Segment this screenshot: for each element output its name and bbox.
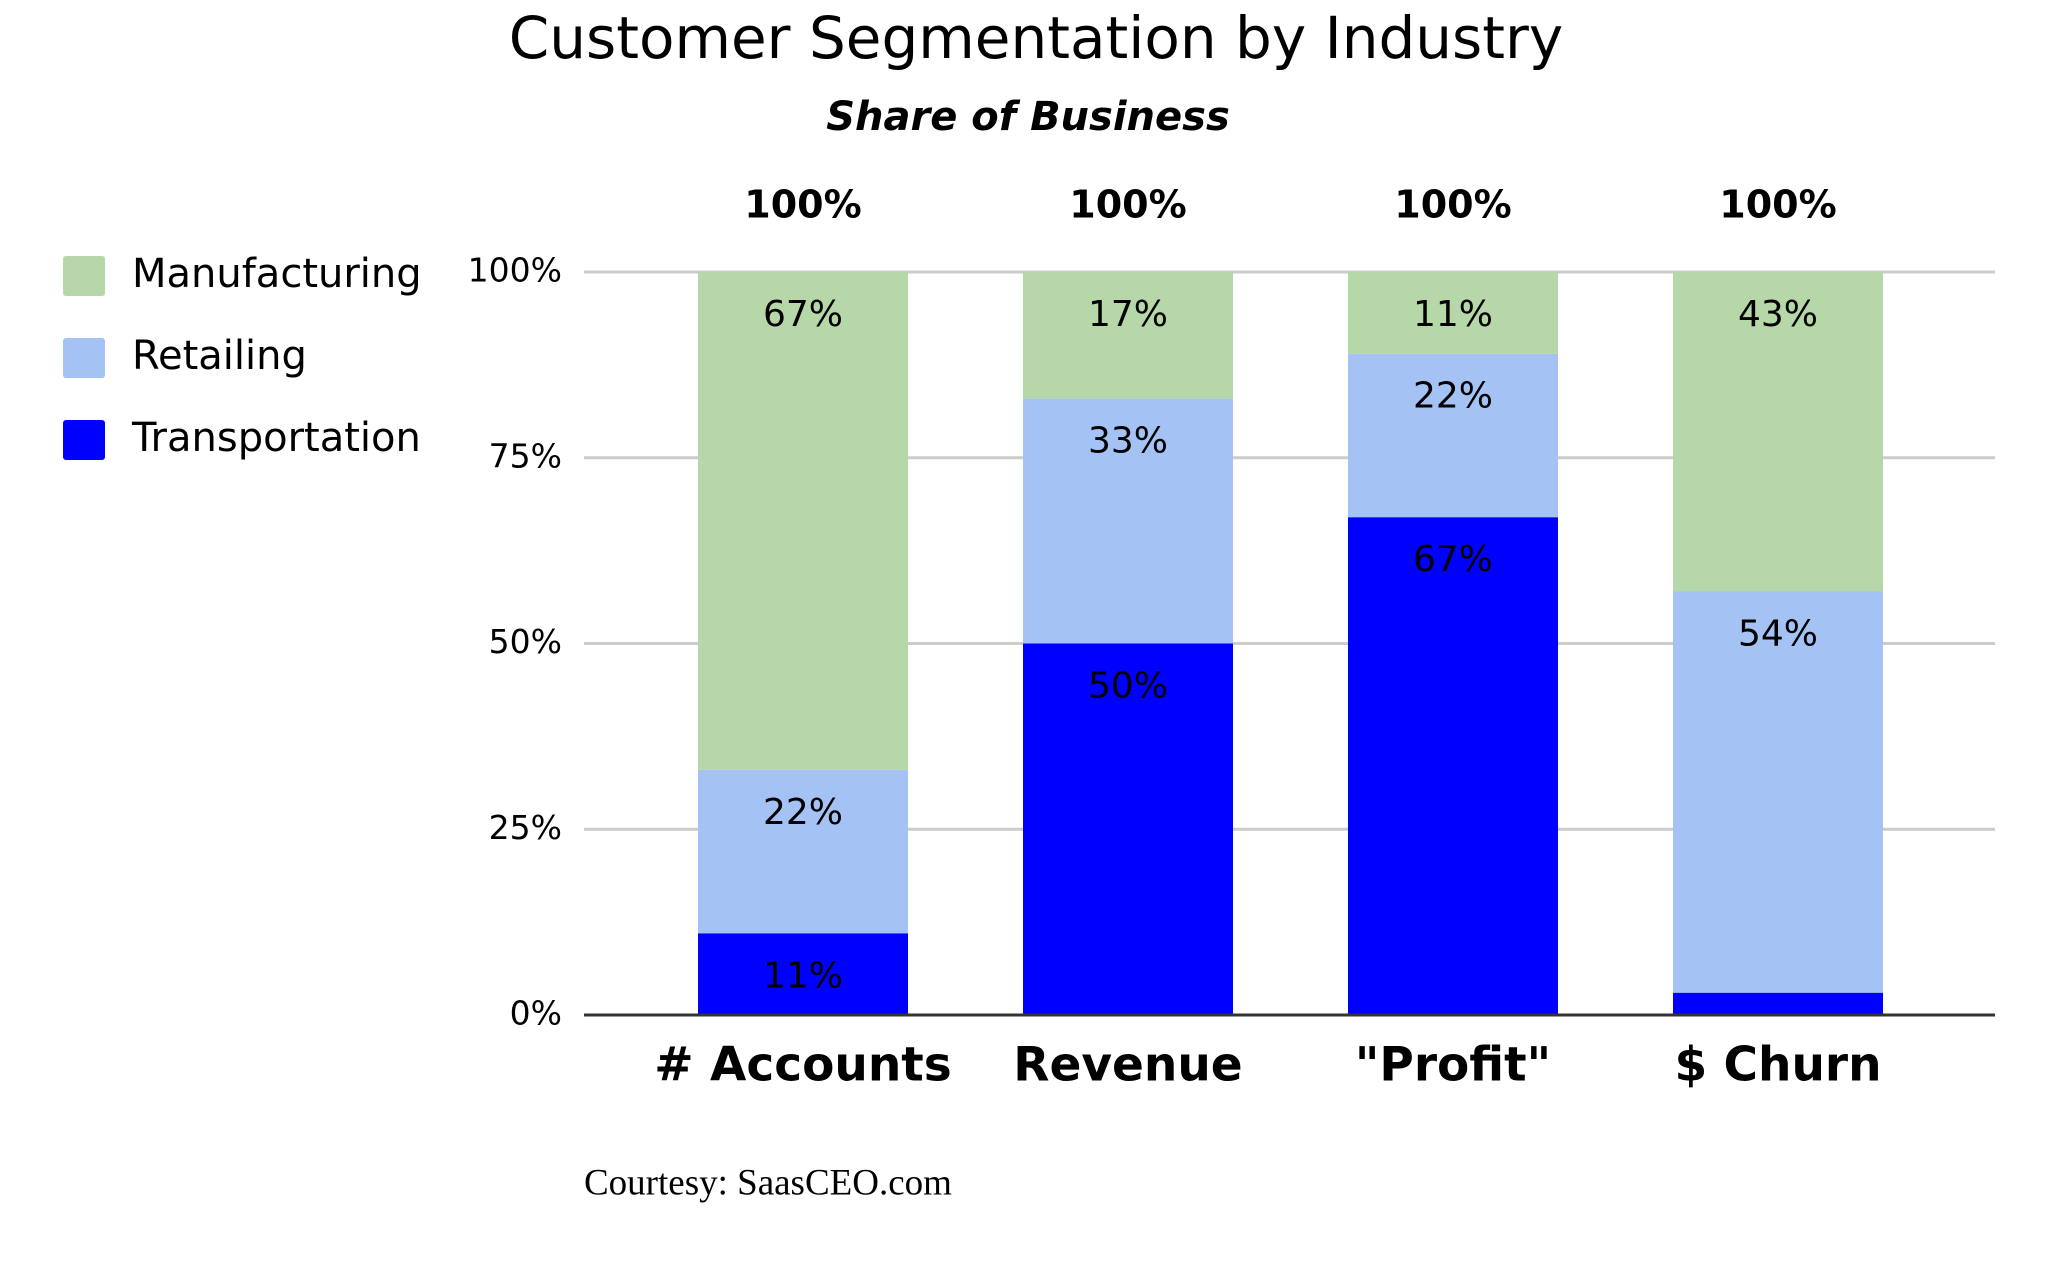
legend-label: Transportation: [131, 415, 421, 461]
legend-swatch: [63, 420, 105, 460]
y-tick-label: 0%: [510, 994, 562, 1033]
x-tick-label: # Accounts: [654, 1038, 952, 1093]
value-label: 50%: [1088, 666, 1168, 707]
bar-segment: [1673, 591, 1883, 993]
chart-title: Customer Segmentation by Industry: [509, 4, 1563, 72]
y-tick-label: 75%: [489, 436, 562, 475]
x-tick-label: "Profit": [1355, 1038, 1551, 1093]
value-label: 54%: [1738, 613, 1818, 654]
total-label: 100%: [1069, 183, 1186, 227]
courtesy-note: Courtesy: SaasCEO.com: [584, 1162, 952, 1203]
total-label: 100%: [1394, 183, 1511, 227]
bar-segment: [1023, 398, 1233, 644]
chart-subtitle: Share of Business: [826, 94, 1230, 140]
legend-swatch: [63, 256, 105, 296]
x-tick-label: Revenue: [1013, 1038, 1242, 1093]
bar-segment: [1348, 517, 1558, 1015]
x-tick-label: $ Churn: [1674, 1038, 1881, 1093]
bar-segment: [698, 272, 908, 770]
legend-label: Retailing: [132, 333, 307, 379]
total-label: 100%: [744, 183, 861, 227]
value-label: 43%: [1738, 294, 1818, 335]
value-label: 11%: [763, 955, 843, 996]
value-label: 22%: [763, 792, 843, 833]
value-label: 67%: [1413, 539, 1493, 580]
value-label: 11%: [1413, 294, 1493, 335]
bar-segment: [1348, 353, 1558, 518]
bar-segment: [1673, 272, 1883, 592]
y-tick-label: 25%: [489, 808, 562, 847]
bar-segment: [698, 933, 908, 1015]
legend-label: Manufacturing: [132, 251, 422, 297]
bar-segment: [1023, 272, 1233, 399]
bar-segment: [1673, 992, 1883, 1015]
value-label: 17%: [1088, 294, 1168, 335]
y-tick-label: 100%: [468, 251, 562, 290]
value-label: 22%: [1413, 376, 1493, 417]
bar-segment: [1348, 272, 1558, 354]
total-label: 100%: [1719, 183, 1836, 227]
legend-swatch: [63, 338, 105, 378]
bar-segment: [698, 769, 908, 934]
value-label: 33%: [1088, 420, 1168, 461]
bar-segment: [1023, 643, 1233, 1015]
value-label: 67%: [763, 294, 843, 335]
y-tick-label: 50%: [489, 622, 562, 661]
